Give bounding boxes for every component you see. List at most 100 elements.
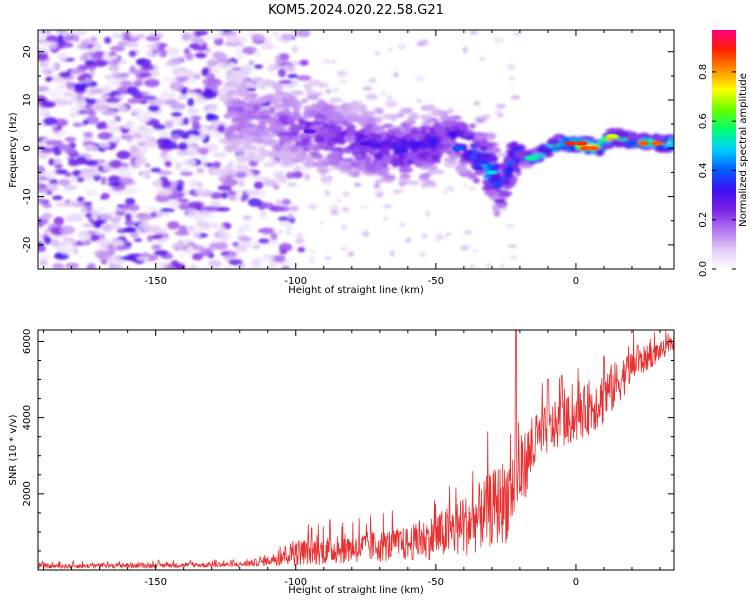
spectrogram-cell xyxy=(86,263,96,269)
spectrogram-cell xyxy=(82,137,91,142)
spectrogram-cell xyxy=(183,139,198,144)
spectrogram-cell xyxy=(384,100,398,108)
spectrogram-cell xyxy=(144,163,151,168)
spectrogram-cell xyxy=(227,105,238,113)
spectrogram-cell xyxy=(156,189,173,196)
spectrogram-cell xyxy=(341,224,348,230)
spectrogram-cell xyxy=(130,108,145,115)
spectrogram-cell xyxy=(387,128,395,134)
spectrogram-cell xyxy=(51,64,59,70)
spectrogram-cell xyxy=(176,183,184,193)
x-tick-label: -50 xyxy=(428,577,444,588)
spectrogram-cell xyxy=(215,207,231,212)
spectrogram-cell xyxy=(393,71,399,78)
spectrogram-cell xyxy=(449,154,461,160)
spectrogram-cell xyxy=(443,122,457,127)
spectrogram-cell xyxy=(395,149,409,154)
spectrogram-cell xyxy=(192,45,209,51)
spectrogram-cell xyxy=(486,162,493,169)
spectrogram-cell xyxy=(191,253,204,261)
spectrogram-cell xyxy=(274,55,280,63)
spectrogram-cell xyxy=(38,30,47,38)
spectrogram-cell xyxy=(54,252,70,260)
spectrogram-cell xyxy=(227,62,237,68)
spectrogram-cell xyxy=(90,88,105,94)
spectrogram-cell xyxy=(137,141,147,147)
spectrogram-cell xyxy=(285,171,294,180)
spectrogram-cell xyxy=(291,171,303,179)
spectrogram-cell xyxy=(510,95,521,100)
spectrogram-cell xyxy=(324,256,332,260)
spectrogram-cell xyxy=(386,96,393,100)
spectrogram-cell xyxy=(486,146,501,154)
spectrogram-cell xyxy=(240,195,247,202)
spectrogram-cell xyxy=(285,230,292,235)
spectrogram-cell xyxy=(40,41,56,47)
spectrogram-cell xyxy=(278,220,292,227)
spectrogram-cell xyxy=(381,138,394,147)
spectrogram-cell xyxy=(193,30,209,36)
spectrogram-cell xyxy=(91,212,99,221)
spectrogram-cell xyxy=(234,106,245,113)
spectrogram-cell xyxy=(38,165,46,175)
spectrogram-cell xyxy=(373,182,381,190)
spectrogram-cell xyxy=(291,90,305,96)
spectrogram-cell xyxy=(231,67,244,72)
spectrogram-cell xyxy=(281,142,294,150)
spectrogram-cell xyxy=(185,52,194,61)
spectrogram-cell xyxy=(55,97,67,107)
spectrogram-cell xyxy=(237,36,249,44)
spectrogram-cell xyxy=(307,94,319,101)
spectrogram-cell xyxy=(263,254,270,259)
spectrogram-cell xyxy=(278,229,284,234)
spectrogram-cell xyxy=(473,135,486,141)
spectrogram-cell xyxy=(406,159,414,164)
spectrogram-cell xyxy=(305,88,314,95)
spectrogram-cell xyxy=(65,262,80,269)
spectrogram-cell xyxy=(245,149,255,157)
spectrogram-cell xyxy=(144,78,160,88)
spectrogram-cell xyxy=(316,167,330,174)
spectrogram-cell xyxy=(202,129,216,135)
spectrogram-cell xyxy=(84,189,99,197)
y-tick-label: 4000 xyxy=(22,405,33,430)
spectrogram-cell xyxy=(136,58,152,67)
spectrogram-cell xyxy=(136,256,150,261)
spectrogram-cell xyxy=(144,43,160,48)
spectrogram-cell xyxy=(38,246,47,252)
spectrogram-cell xyxy=(216,58,232,63)
spectrogram-cell xyxy=(197,247,207,252)
spectrogram-cell xyxy=(353,152,362,158)
spectrogram-cell xyxy=(112,190,125,196)
spectrogram-cell xyxy=(123,72,131,77)
spectrogram-cell xyxy=(186,77,196,85)
spectrogram-cell xyxy=(43,69,53,75)
spectrogram-cell xyxy=(486,263,492,268)
spectrogram-cell xyxy=(473,100,481,106)
chart-title: KOM5.2024.020.22.58.G21 xyxy=(268,3,444,18)
spectrogram-cell xyxy=(536,145,550,153)
spectrogram-cell xyxy=(235,87,247,92)
spectrogram-cell xyxy=(150,32,164,38)
spectrogram-cell xyxy=(241,236,251,243)
spectrogram-cell xyxy=(197,147,209,155)
spectrogram-cell xyxy=(95,99,105,109)
spectrogram-cell xyxy=(525,155,538,161)
spectrogram-cell xyxy=(239,43,246,49)
spectrogram-cell xyxy=(234,171,247,179)
spectrogram-cell xyxy=(273,254,286,263)
spectrogram-cell xyxy=(397,43,407,50)
spectrogram-cell xyxy=(651,141,664,146)
spectrogram-cell xyxy=(146,206,159,211)
spectrogram-cell xyxy=(458,160,469,166)
spectrogram-cell xyxy=(447,108,454,114)
spectrogram-cell xyxy=(120,162,129,167)
spectrogram-cell xyxy=(420,182,427,189)
spectrogram-cell xyxy=(247,98,262,104)
spectrogram-cell xyxy=(326,153,334,160)
spectrogram-cell xyxy=(194,52,207,59)
spectrogram-plot xyxy=(38,30,674,269)
spectrogram-cell xyxy=(119,203,131,210)
spectrogram-cell xyxy=(365,93,378,101)
spectrogram-cell xyxy=(325,88,332,94)
